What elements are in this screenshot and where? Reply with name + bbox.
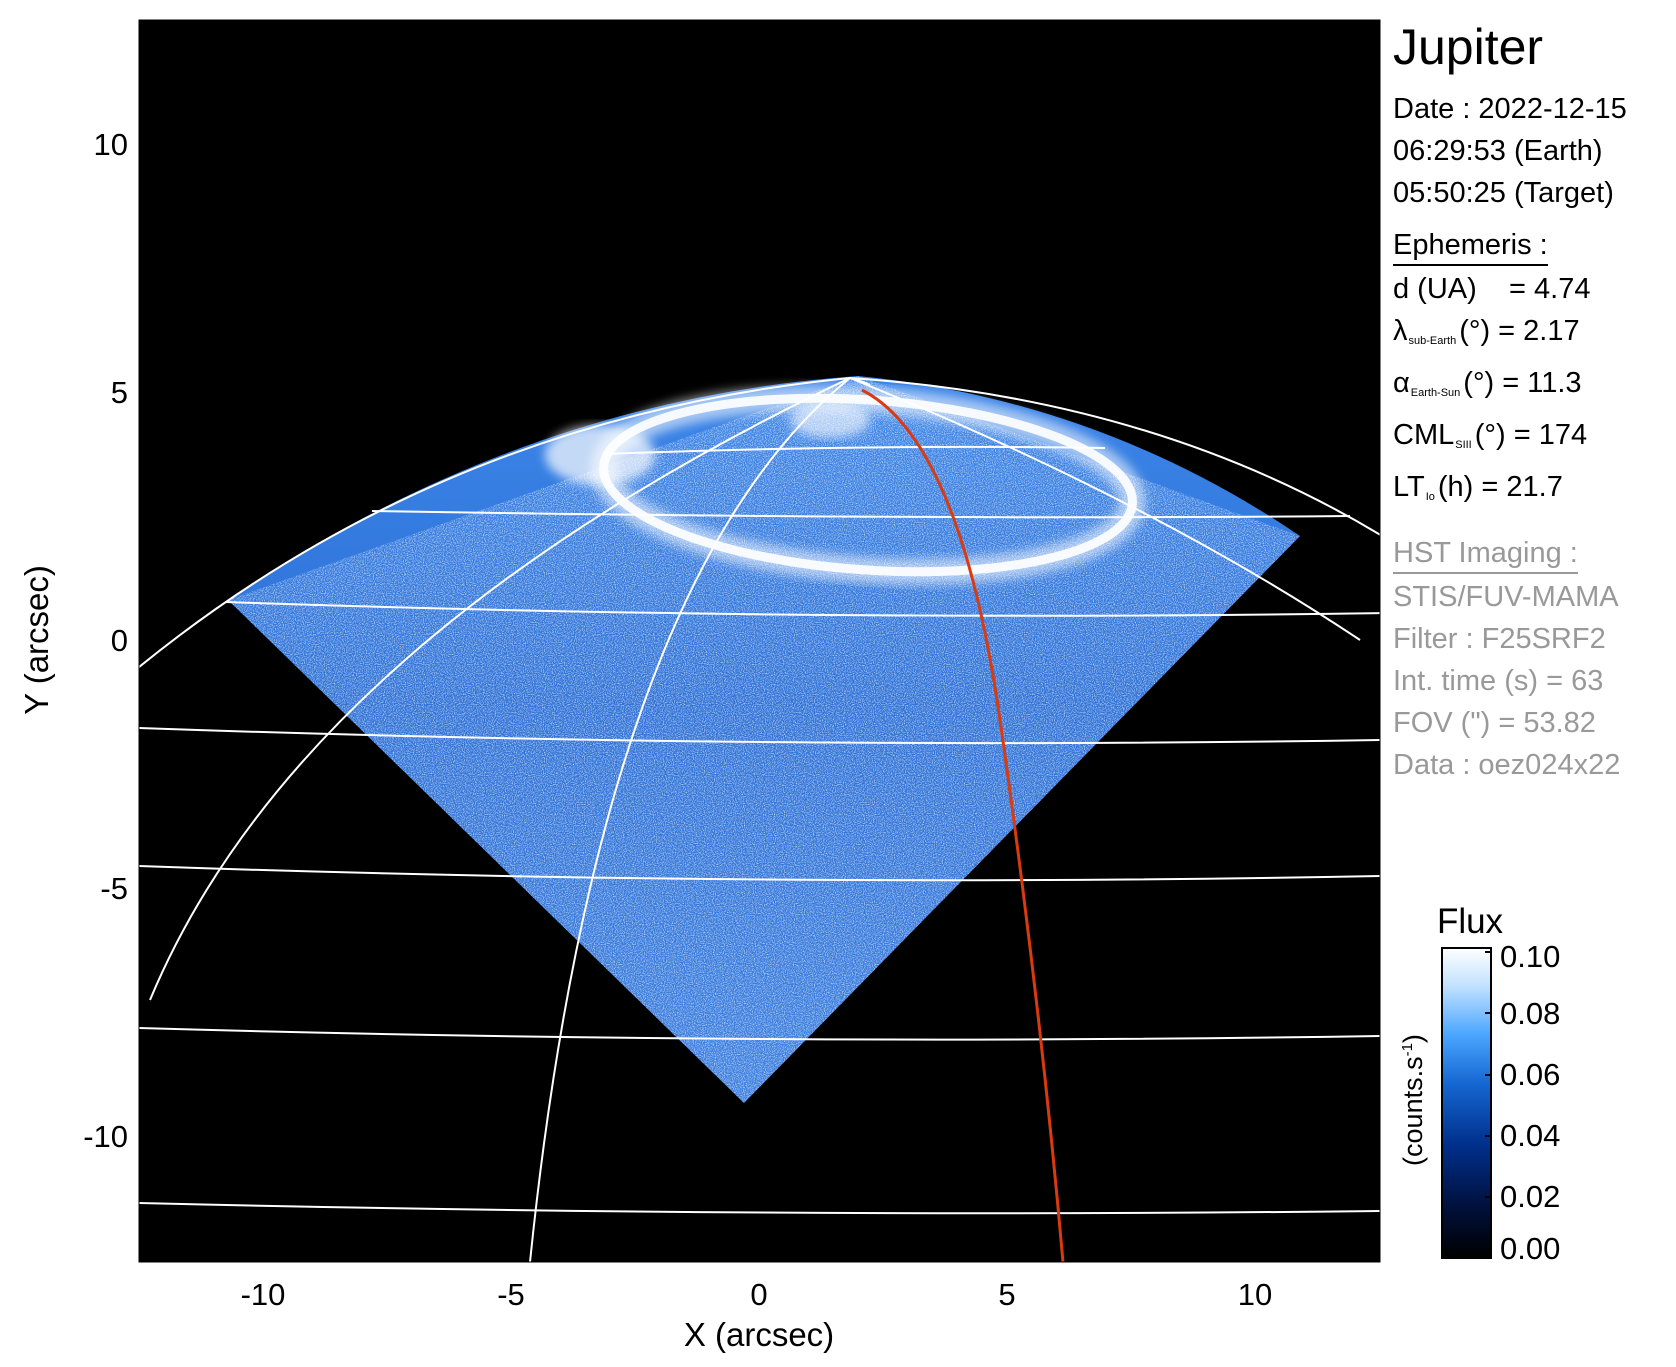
grid-latitude-line [139, 865, 1380, 882]
imaging-int-time: Int. time (s) = 63 [1393, 665, 1604, 697]
imaging-filter: Filter : F25SRF2 [1393, 623, 1606, 655]
imaging-data-id: Data : oez024x22 [1393, 749, 1621, 781]
ephemeris-sub-earth-latitude: λsub-Earth (°) = 2.17 [1393, 315, 1580, 347]
imaging-section: HST Imaging : STIS/FUV-MAMA Filter : F25… [1393, 532, 1673, 786]
grid-meridian-line [149, 377, 851, 1001]
imaging-fov: FOV (") = 53.82 [1393, 707, 1596, 739]
grid-latitude-line [371, 510, 1351, 519]
x-tick-label: -5 [497, 1277, 525, 1312]
x-tick-label: 0 [750, 1277, 767, 1312]
colorbar-tick-label: 0.02 [1500, 1179, 1560, 1214]
x-axis-title: X (arcsec) [684, 1316, 834, 1353]
colorbar-tick-label: 0.10 [1500, 939, 1560, 974]
y-axis: 10 5 0 -5 -10 Y (arcsec) [18, 127, 128, 1154]
plot-frame [138, 19, 1381, 1263]
y-tick-label: -10 [83, 1119, 128, 1154]
colorbar-tick-label: 0.00 [1500, 1231, 1560, 1266]
ephemeris-io-local-time: LTIo (h) = 21.7 [1393, 471, 1563, 503]
colorbar-tick-label: 0.08 [1500, 996, 1560, 1031]
planet-grid [139, 376, 1380, 1262]
io-footprint-meridian [861, 388, 1065, 1262]
ephemeris-heading: Ephemeris : [1393, 226, 1548, 266]
grid-latitude-line [139, 1202, 1380, 1215]
y-tick-label: 5 [111, 375, 128, 410]
x-axis: -10 -5 0 5 10 X (arcsec) [241, 1277, 1273, 1353]
grid-meridian-line [849, 377, 1361, 641]
colorbar-tick-label: 0.06 [1500, 1057, 1560, 1092]
ephemeris-cml: CMLSIII (°) = 174 [1393, 419, 1588, 451]
colorbar-unit-label: (counts.s-1) [1398, 1034, 1428, 1166]
colorbar-tick-label: 0.04 [1500, 1118, 1560, 1153]
colorbar-gradient [1441, 947, 1492, 1259]
imaging-heading: HST Imaging : [1393, 534, 1578, 574]
x-tick-label: 5 [998, 1277, 1015, 1312]
grid-meridian-line [529, 377, 851, 1262]
y-tick-label: 0 [111, 623, 128, 658]
grid-limb [139, 376, 1380, 669]
grid-latitude-line [139, 1027, 1380, 1041]
grid-latitude-line [139, 727, 1380, 745]
observation-earth-time: 06:29:53 (Earth) [1393, 135, 1603, 167]
x-tick-label: 10 [1238, 1277, 1272, 1312]
imaging-instrument: STIS/FUV-MAMA [1393, 581, 1619, 613]
auroral-spot [545, 425, 655, 485]
ephemeris-section: Ephemeris : d (UA) = 4.74 λsub-Earth (°) … [1393, 224, 1673, 518]
y-tick-label: 10 [94, 127, 128, 162]
y-axis-title: Y (arcsec) [18, 565, 55, 715]
colorbar: Flux 0.10 0.08 0.06 0.04 0.02 0.00 (coun… [1398, 902, 1560, 1266]
colorbar-title: Flux [1437, 902, 1504, 941]
x-tick-label: -10 [241, 1277, 286, 1312]
info-panel: Jupiter Date : 2022-12-15 06:29:53 (Eart… [1393, 16, 1673, 786]
ephemeris-phase-angle: αEarth-Sun (°) = 11.3 [1393, 367, 1582, 399]
observation-date: Date : 2022-12-15 [1393, 93, 1627, 125]
ephemeris-distance: d (UA) = 4.74 [1393, 273, 1591, 305]
observation-target-time: 05:50:25 (Target) [1393, 177, 1614, 209]
grid-latitude-line [224, 601, 1380, 617]
planet-title: Jupiter [1393, 19, 1544, 75]
auroral-spot [790, 402, 870, 438]
y-tick-label: -5 [100, 871, 128, 906]
grid-latitude-line [604, 445, 1106, 455]
